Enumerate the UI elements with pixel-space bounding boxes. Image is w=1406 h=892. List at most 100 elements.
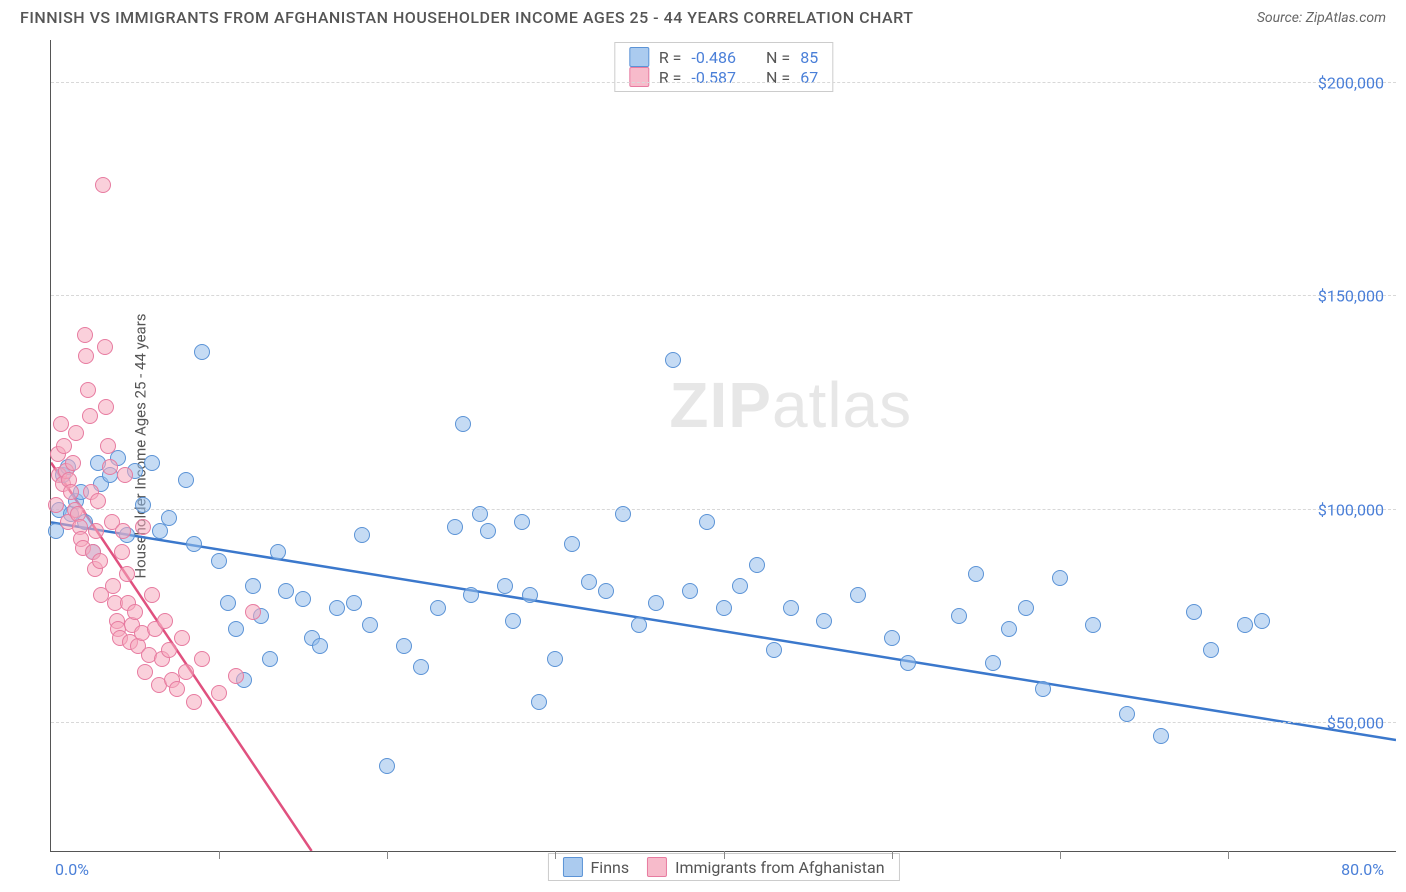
data-point-pink [228, 668, 244, 684]
x-tick [219, 851, 220, 859]
data-point-pink [169, 681, 185, 697]
data-point-blue [900, 655, 916, 671]
data-point-pink [98, 399, 114, 415]
data-point-blue [1035, 681, 1051, 697]
y-tick-label: $200,000 [1318, 73, 1384, 92]
data-point-blue [1001, 621, 1017, 637]
data-point-blue [505, 613, 521, 629]
data-point-blue [455, 416, 471, 432]
y-tick-label: $50,000 [1327, 713, 1384, 732]
x-axis-min-label: 0.0% [55, 860, 89, 879]
data-point-pink [194, 651, 210, 667]
data-point-blue [379, 758, 395, 774]
data-point-pink [68, 425, 84, 441]
legend-swatch-blue-icon [562, 857, 582, 877]
data-point-blue [245, 578, 261, 594]
data-point-blue [581, 574, 597, 590]
x-axis-max-label: 80.0% [1341, 860, 1384, 879]
data-point-pink [78, 348, 94, 364]
data-point-blue [278, 583, 294, 599]
watermark-rest: atlas [772, 369, 912, 441]
data-point-pink [144, 587, 160, 603]
data-point-blue [463, 587, 479, 603]
data-point-blue [194, 344, 210, 360]
swatch-pink-icon [629, 67, 649, 87]
data-point-pink [80, 382, 96, 398]
stats-row-1: R = -0.486 N = 85 [629, 47, 818, 67]
legend-label-1: Finns [590, 858, 629, 877]
data-point-blue [1018, 600, 1034, 616]
gridline-h [51, 509, 1396, 510]
legend-item-2: Immigrants from Afghanistan [647, 857, 884, 877]
data-point-blue [615, 506, 631, 522]
data-point-blue [951, 608, 967, 624]
stat-n-value-2: 67 [800, 68, 818, 87]
watermark-bold: ZIP [669, 369, 772, 441]
x-tick [724, 851, 725, 859]
legend-item-1: Finns [562, 857, 629, 877]
data-point-blue [262, 651, 278, 667]
data-point-blue [228, 621, 244, 637]
data-point-pink [77, 327, 93, 343]
data-point-blue [884, 630, 900, 646]
data-point-blue [850, 587, 866, 603]
data-point-blue [430, 600, 446, 616]
y-tick-label: $100,000 [1318, 500, 1384, 519]
data-point-blue [1052, 570, 1068, 586]
data-point-blue [413, 659, 429, 675]
data-point-blue [295, 591, 311, 607]
x-tick [892, 851, 893, 859]
gridline-h [51, 722, 1396, 723]
stat-n-label: N = [766, 48, 790, 67]
data-point-blue [564, 536, 580, 552]
stat-r-label-2: R = [659, 68, 682, 87]
x-tick [387, 851, 388, 859]
legend-label-2: Immigrants from Afghanistan [675, 858, 884, 877]
data-point-blue [631, 617, 647, 633]
data-point-blue [312, 638, 328, 654]
data-point-blue [396, 638, 412, 654]
data-point-blue [985, 655, 1001, 671]
data-point-blue [783, 600, 799, 616]
data-point-blue [522, 587, 538, 603]
data-point-pink [135, 519, 151, 535]
data-point-blue [135, 497, 151, 513]
data-point-blue [1237, 617, 1253, 633]
data-point-blue [1119, 706, 1135, 722]
data-point-blue [480, 523, 496, 539]
data-point-pink [105, 578, 121, 594]
chart-area: ZIPatlas R = -0.486 N = 85 R = -0.587 N … [50, 40, 1396, 852]
data-point-blue [816, 613, 832, 629]
data-point-pink [115, 523, 131, 539]
data-point-pink [95, 177, 111, 193]
data-point-pink [90, 493, 106, 509]
data-point-pink [56, 438, 72, 454]
data-point-pink [137, 664, 153, 680]
watermark: ZIPatlas [669, 368, 912, 442]
data-point-pink [53, 416, 69, 432]
stat-r-value-2: -0.587 [691, 68, 736, 87]
data-point-pink [245, 604, 261, 620]
data-point-blue [682, 583, 698, 599]
gridline-h [51, 82, 1396, 83]
swatch-blue-icon [629, 47, 649, 67]
data-point-blue [329, 600, 345, 616]
stats-box: R = -0.486 N = 85 R = -0.587 N = 67 [614, 42, 833, 92]
data-point-pink [117, 467, 133, 483]
data-point-blue [472, 506, 488, 522]
data-point-blue [447, 519, 463, 535]
y-tick-label: $150,000 [1318, 287, 1384, 306]
data-point-blue [968, 566, 984, 582]
data-point-blue [547, 651, 563, 667]
stats-row-2: R = -0.587 N = 67 [629, 67, 818, 87]
stat-r-value-1: -0.486 [691, 48, 736, 67]
data-point-pink [178, 664, 194, 680]
data-point-blue [1203, 642, 1219, 658]
data-point-pink [97, 339, 113, 355]
data-point-pink [102, 459, 118, 475]
data-point-pink [161, 642, 177, 658]
data-point-blue [1186, 604, 1202, 620]
data-point-pink [48, 497, 64, 513]
chart-title: FINNISH VS IMMIGRANTS FROM AFGHANISTAN H… [20, 8, 913, 27]
data-point-pink [186, 694, 202, 710]
